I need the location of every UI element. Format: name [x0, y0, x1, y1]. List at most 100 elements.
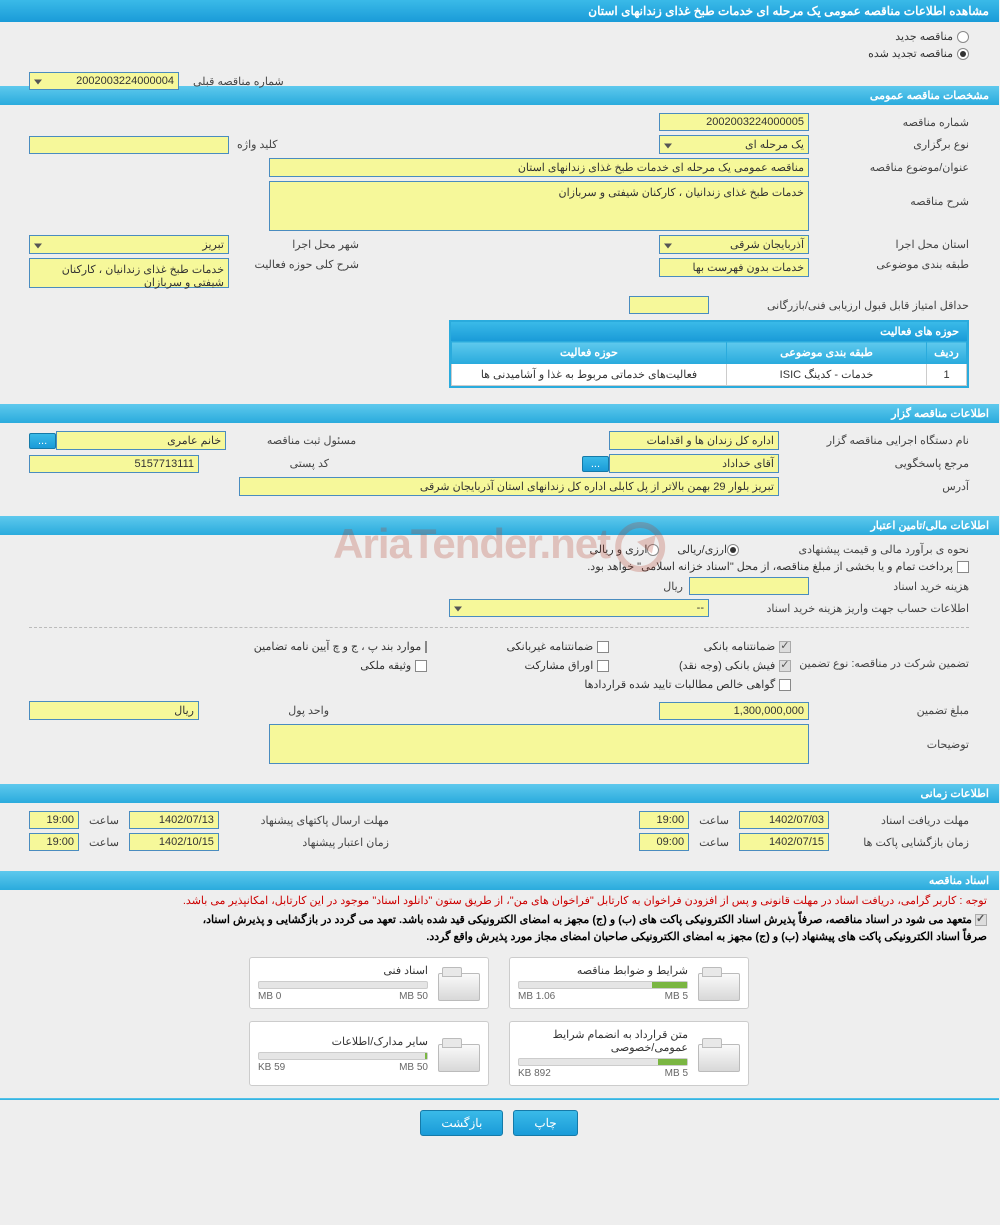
time-label2: ساعت — [80, 814, 130, 827]
radio-renewed[interactable] — [958, 48, 970, 60]
guarantee-intro: تضمین شرکت در مناقصه: نوع تضمین — [792, 657, 970, 670]
registrar-label: مسئول ثبت مناقصه — [227, 434, 357, 447]
file-bar-fill — [659, 1059, 688, 1065]
keyword-field[interactable] — [30, 136, 230, 154]
remarks-field[interactable] — [270, 724, 810, 764]
g-property-cb[interactable] — [416, 660, 428, 672]
registrar-field: خانم عامری — [57, 431, 227, 450]
address-field[interactable]: تبریز بلوار 29 بهمن بالاتر از پل کابلی ا… — [240, 477, 780, 496]
activity-col-scope: حوزه فعالیت — [453, 342, 728, 364]
activity-title: حوزه های فعالیت — [452, 322, 968, 341]
respondent-label: مرجع پاسخگویی — [780, 457, 970, 470]
file-card[interactable]: اسناد فنی 50 MB0 MB — [250, 957, 490, 1009]
city-select[interactable]: تبریز — [30, 235, 230, 254]
fee-account-label: اطلاعات حساب جهت واریز هزینه خرید اسناد — [710, 602, 970, 615]
province-select[interactable]: آذربایجان شرقی — [660, 235, 810, 254]
g-band-cb[interactable] — [426, 641, 428, 653]
prev-no-select[interactable]: 2002003224000004 — [30, 72, 180, 90]
docs-warning: توجه : کاربر گرامی، دریافت اسناد در مهلت… — [0, 890, 1000, 911]
unit-label: واحد پول — [200, 704, 330, 717]
fee-field[interactable] — [690, 577, 810, 595]
section-organizer: اطلاعات مناقصه گزار — [0, 404, 1000, 423]
tender-no-field: 2002003224000005 — [660, 113, 810, 131]
estimate-radio1[interactable] — [728, 544, 740, 556]
city-label: شهر محل اجرا — [230, 238, 360, 251]
min-score-field[interactable] — [630, 296, 710, 314]
time-label1: ساعت — [690, 814, 740, 827]
valid-date[interactable]: 1402/10/15 — [130, 833, 220, 851]
file-bar-fill — [653, 982, 688, 988]
open-date[interactable]: 1402/07/15 — [740, 833, 830, 851]
g-cash-cb — [780, 660, 792, 672]
activity-box: حوزه های فعالیت ردیف طبقه بندی موضوعی حو… — [450, 320, 970, 388]
file-card[interactable]: متن قرارداد به انضمام شرایط عمومی/خصوصی … — [510, 1021, 750, 1086]
g-bank-cb — [780, 641, 792, 653]
subject-field[interactable]: مناقصه عمومی یک مرحله ای خدمات طبخ غذای … — [270, 158, 810, 177]
prev-no-label: شماره مناقصه قبلی — [186, 75, 285, 88]
section-docs: اسناد مناقصه — [0, 871, 1000, 890]
activity-cell: 1 — [928, 364, 968, 386]
activity-cell: فعالیت‌های خدماتی مربوط به غذا و آشامیدن… — [453, 364, 728, 386]
page-title: مشاهده اطلاعات مناقصه عمومی یک مرحله ای … — [0, 0, 1000, 22]
file-card[interactable]: شرایط و ضوابط مناقصه 5 MB1.06 MB — [510, 957, 750, 1009]
postal-field[interactable]: 5157713111 — [30, 455, 200, 473]
org-field: اداره کل زندان ها و اقدامات — [610, 431, 780, 450]
radio-new-label: مناقصه جدید — [896, 30, 954, 43]
amount-field[interactable]: 1,300,000,000 — [660, 702, 810, 720]
recv-label: مهلت دریافت اسناد — [830, 814, 970, 827]
treasury-checkbox[interactable] — [958, 561, 970, 573]
g-cert-cb[interactable] — [780, 679, 792, 691]
file-used: 59 KB — [259, 1062, 286, 1073]
province-label: استان محل اجرا — [810, 238, 970, 251]
file-used: 892 KB — [519, 1068, 552, 1079]
registrar-lookup-button[interactable]: ... — [30, 433, 57, 449]
scope-field[interactable]: خدمات طبخ غذای زندانیان ، کارکنان شیفتی … — [30, 258, 230, 288]
back-button[interactable]: بازگشت — [421, 1110, 504, 1136]
g-band-label: موارد بند پ ، ج و چ آیین نامه تضامین — [255, 640, 422, 653]
estimate-radio2[interactable] — [648, 544, 660, 556]
print-button[interactable]: چاپ — [514, 1110, 578, 1136]
subject-label: عنوان/موضوع مناقصه — [810, 161, 970, 174]
radio-renewed-label: مناقصه تجدید شده — [869, 47, 954, 60]
file-title: اسناد فنی — [259, 964, 429, 977]
file-bar-fill — [426, 1053, 428, 1059]
g-nonbank-cb[interactable] — [598, 641, 610, 653]
open-time[interactable]: 09:00 — [640, 833, 690, 851]
recv-time[interactable]: 19:00 — [640, 811, 690, 829]
recv-date[interactable]: 1402/07/03 — [740, 811, 830, 829]
time-label3: ساعت — [690, 836, 740, 849]
g-bond-cb[interactable] — [598, 660, 610, 672]
type-label: نوع برگزاری — [810, 138, 970, 151]
send-label: مهلت ارسال پاکتهای پیشنهاد — [220, 814, 390, 827]
respondent-lookup-button[interactable]: ... — [583, 456, 610, 472]
radio-new[interactable] — [958, 31, 970, 43]
address-label: آدرس — [780, 480, 970, 493]
fee-unit: ریال — [656, 580, 690, 593]
file-max: 5 MB — [666, 991, 689, 1002]
file-title: شرایط و ضوابط مناقصه — [519, 964, 689, 977]
docs-note2: صرفاً اسناد الکترونیکی پاکت های پیشنهاد … — [0, 928, 1000, 945]
folder-icon — [437, 965, 481, 1001]
g-cash-label: فیش بانکی (وجه نقد) — [680, 659, 776, 672]
activity-cell: خدمات - کدینگ ISIC — [728, 364, 928, 386]
g-nonbank-label: ضمانتنامه غیربانکی — [507, 640, 594, 653]
file-card[interactable]: سایر مدارک/اطلاعات 50 MB59 KB — [250, 1021, 490, 1086]
postal-label: کد پستی — [200, 457, 330, 470]
estimate-radio2-label: ارزی و ریالی — [590, 543, 648, 556]
send-date[interactable]: 1402/07/13 — [130, 811, 220, 829]
category-label: طبقه بندی موضوعی — [810, 258, 970, 271]
treasury-note: پرداخت تمام و یا بخشی از مبلغ مناقصه، از… — [588, 560, 954, 573]
type-select[interactable]: یک مرحله ای — [660, 135, 810, 154]
valid-time[interactable]: 19:00 — [30, 833, 80, 851]
amount-label: مبلغ تضمین — [810, 704, 970, 717]
docs-note1: متعهد می شود در اسناد مناقصه، صرفاً پذیر… — [204, 914, 973, 926]
send-time[interactable]: 19:00 — [30, 811, 80, 829]
g-bank-label: ضمانتنامه بانکی — [705, 640, 777, 653]
fee-account-select[interactable]: -- — [450, 599, 710, 617]
section-financial: اطلاعات مالی/تامین اعتبار — [0, 516, 1000, 535]
activity-table: ردیف طبقه بندی موضوعی حوزه فعالیت 1 خدما… — [452, 341, 968, 386]
g-property-label: وثیقه ملکی — [361, 659, 412, 672]
open-label: زمان بازگشایی پاکت ها — [830, 836, 970, 849]
desc-field[interactable]: خدمات طبخ غذای زندانیان ، کارکنان شیفتی … — [270, 181, 810, 231]
file-title: متن قرارداد به انضمام شرایط عمومی/خصوصی — [519, 1028, 689, 1054]
